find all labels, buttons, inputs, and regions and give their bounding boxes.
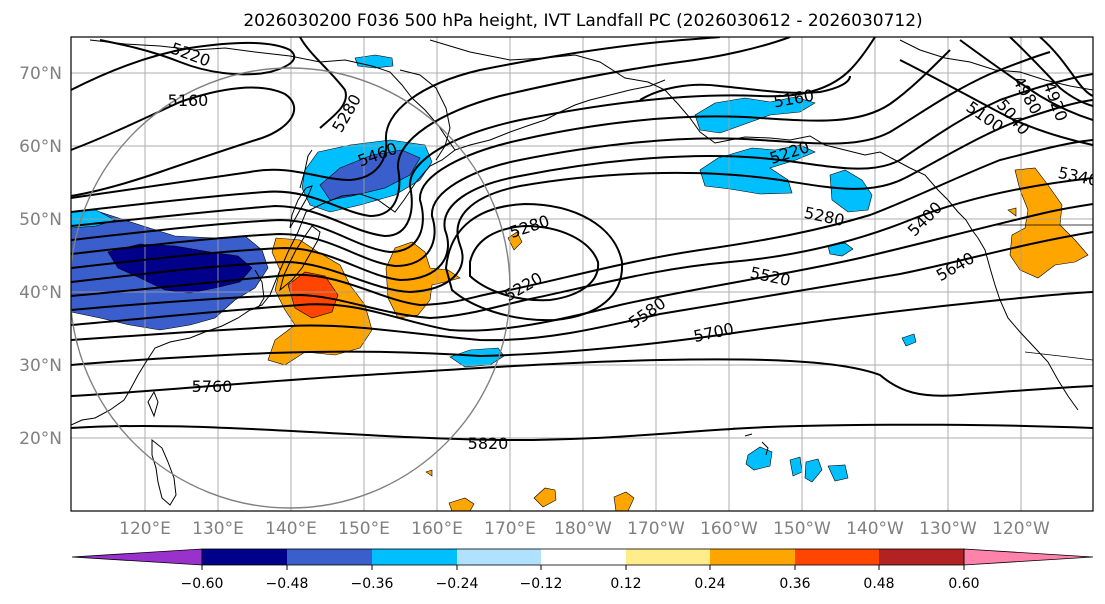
contour-5460 — [71, 139, 1093, 307]
ivt-negative-alaska — [694, 96, 816, 134]
colorbar-segment — [710, 549, 795, 565]
contour-label: 5760 — [192, 377, 233, 396]
contour-5340 — [71, 73, 1093, 282]
contour-5220-west — [71, 39, 296, 91]
contour-5820 — [71, 423, 1093, 442]
lat-label: 30°N — [19, 356, 62, 376]
coast-canada-north — [899, 39, 1093, 91]
contour-5640 — [71, 231, 1093, 342]
colorbar-tick-label: 0.48 — [863, 576, 894, 592]
longitude-labels: 120°E 130°E 140°E 150°E 160°E 170°E 180°… — [119, 519, 1050, 539]
coast-alaska — [429, 39, 1079, 411]
lat-label: 20°N — [19, 429, 62, 449]
lat-label: 70°N — [19, 64, 62, 84]
contour-5160-west — [71, 86, 296, 197]
latitude-labels: 70°N 60°N 50°N 40°N 30°N 20°N — [19, 64, 62, 449]
range-ring-icon — [71, 67, 511, 509]
colorbar-tick-label: −0.36 — [351, 576, 394, 592]
contour-5160-alaska — [639, 75, 851, 101]
ivt-negative-hawaii-3 — [804, 458, 823, 483]
contour-4980 — [1009, 37, 1093, 107]
ivt-positive-south-3 — [613, 491, 635, 511]
colorbar-segment — [457, 549, 541, 565]
colorbar-segment — [202, 549, 287, 565]
contour-upper-2 — [71, 37, 721, 199]
colorbar-segment — [541, 549, 626, 565]
lon-label: 160°E — [411, 519, 463, 539]
contour-label: 5820 — [468, 434, 509, 453]
contour-5280-south — [71, 51, 1051, 268]
contour-5100 — [899, 59, 1093, 146]
map-frame — [70, 36, 1094, 512]
ivt-positive-dateline — [507, 231, 523, 251]
ivt-negative-east-asia-core — [107, 243, 253, 294]
ivt-positive-west-coast — [1009, 167, 1089, 279]
colorbar: −0.60 −0.48 −0.36 −0.24 −0.12 0.12 0.24 … — [71, 548, 1094, 592]
colorbar-tick-label: 0.12 — [610, 576, 641, 592]
contour-5280-low — [444, 202, 624, 322]
ivt-positive-south-4 — [425, 469, 433, 477]
colorbar-tick-label: −0.60 — [181, 576, 224, 592]
ivt-negative-gulf — [829, 169, 873, 213]
colorbar-segment — [879, 549, 964, 565]
colorbar-segment — [626, 549, 710, 565]
contour-5400 — [71, 99, 1093, 294]
lon-label: 140°E — [265, 519, 317, 539]
ivt-positive-south-2 — [533, 487, 557, 508]
contour-5280-north — [299, 37, 347, 129]
lat-label: 40°N — [19, 283, 62, 303]
border-us-mexico — [1024, 351, 1093, 361]
lon-label: 140°W — [846, 519, 904, 539]
ivt-negative-hawaii-4 — [827, 464, 849, 482]
lon-label: 160°W — [700, 519, 758, 539]
colorbar-tick-label: −0.48 — [266, 576, 309, 592]
contour-5580 — [71, 203, 1093, 332]
colorbar-segment — [372, 549, 457, 565]
lon-label: 120°W — [992, 519, 1050, 539]
contour-5160-south — [71, 37, 876, 238]
colorbar-tick-label: 0.36 — [779, 576, 810, 592]
lon-label: 130°W — [919, 519, 977, 539]
contour-5700 — [71, 291, 1093, 366]
colorbar-tick-label: 0.24 — [694, 576, 725, 592]
coast-japan — [279, 185, 321, 292]
lat-label: 50°N — [19, 210, 62, 230]
colorbar-tick-label: −0.24 — [436, 576, 479, 592]
contour-5520 — [71, 177, 1093, 320]
ivt-negative-kamchatka — [354, 54, 394, 69]
lon-label: 130°E — [192, 519, 244, 539]
map-plot-area: 5160 5220 5280 5460 5280 5220 5160 5220 … — [70, 36, 1094, 512]
colorbar-extend-low — [71, 548, 203, 566]
lon-label: 180°W — [554, 519, 612, 539]
map-title: 2026030200 F036 500 hPa height, IVT Land… — [243, 11, 922, 31]
lon-label: 150°E — [338, 519, 390, 539]
colorbar-tick-label: −0.12 — [520, 576, 563, 592]
ivt-negative-hawaii-1 — [745, 446, 773, 471]
coast-taiwan — [147, 390, 159, 418]
colorbar-segment — [795, 549, 879, 565]
height-contours — [71, 37, 1093, 442]
contour-5760 — [71, 358, 1093, 397]
contour-5040 — [959, 39, 1093, 121]
lon-label: 170°W — [627, 519, 685, 539]
colorbar-frame — [201, 548, 965, 566]
coast-sakhalin — [299, 149, 313, 189]
contour-upper-1 — [71, 37, 791, 218]
colorbar-segment — [287, 549, 372, 565]
lon-label: 170°E — [484, 519, 536, 539]
ivt-positive-south-1 — [448, 497, 475, 511]
contour-4920 — [1039, 37, 1093, 97]
lon-label: 150°W — [773, 519, 831, 539]
colorbar-tick-label: 0.60 — [948, 576, 979, 592]
lon-label: 120°E — [119, 519, 171, 539]
ivt-positive-west-coast-spot — [1007, 207, 1017, 217]
colorbar-extend-high — [963, 548, 1094, 566]
ivt-negative-east-pacific — [901, 333, 917, 347]
colorbar-ticks — [201, 565, 965, 570]
coast-philippines — [151, 438, 177, 506]
contour-label: 5160 — [168, 91, 209, 110]
coast-asia — [71, 39, 456, 426]
contour-5220-south — [71, 49, 951, 254]
lat-label: 60°N — [19, 137, 62, 157]
